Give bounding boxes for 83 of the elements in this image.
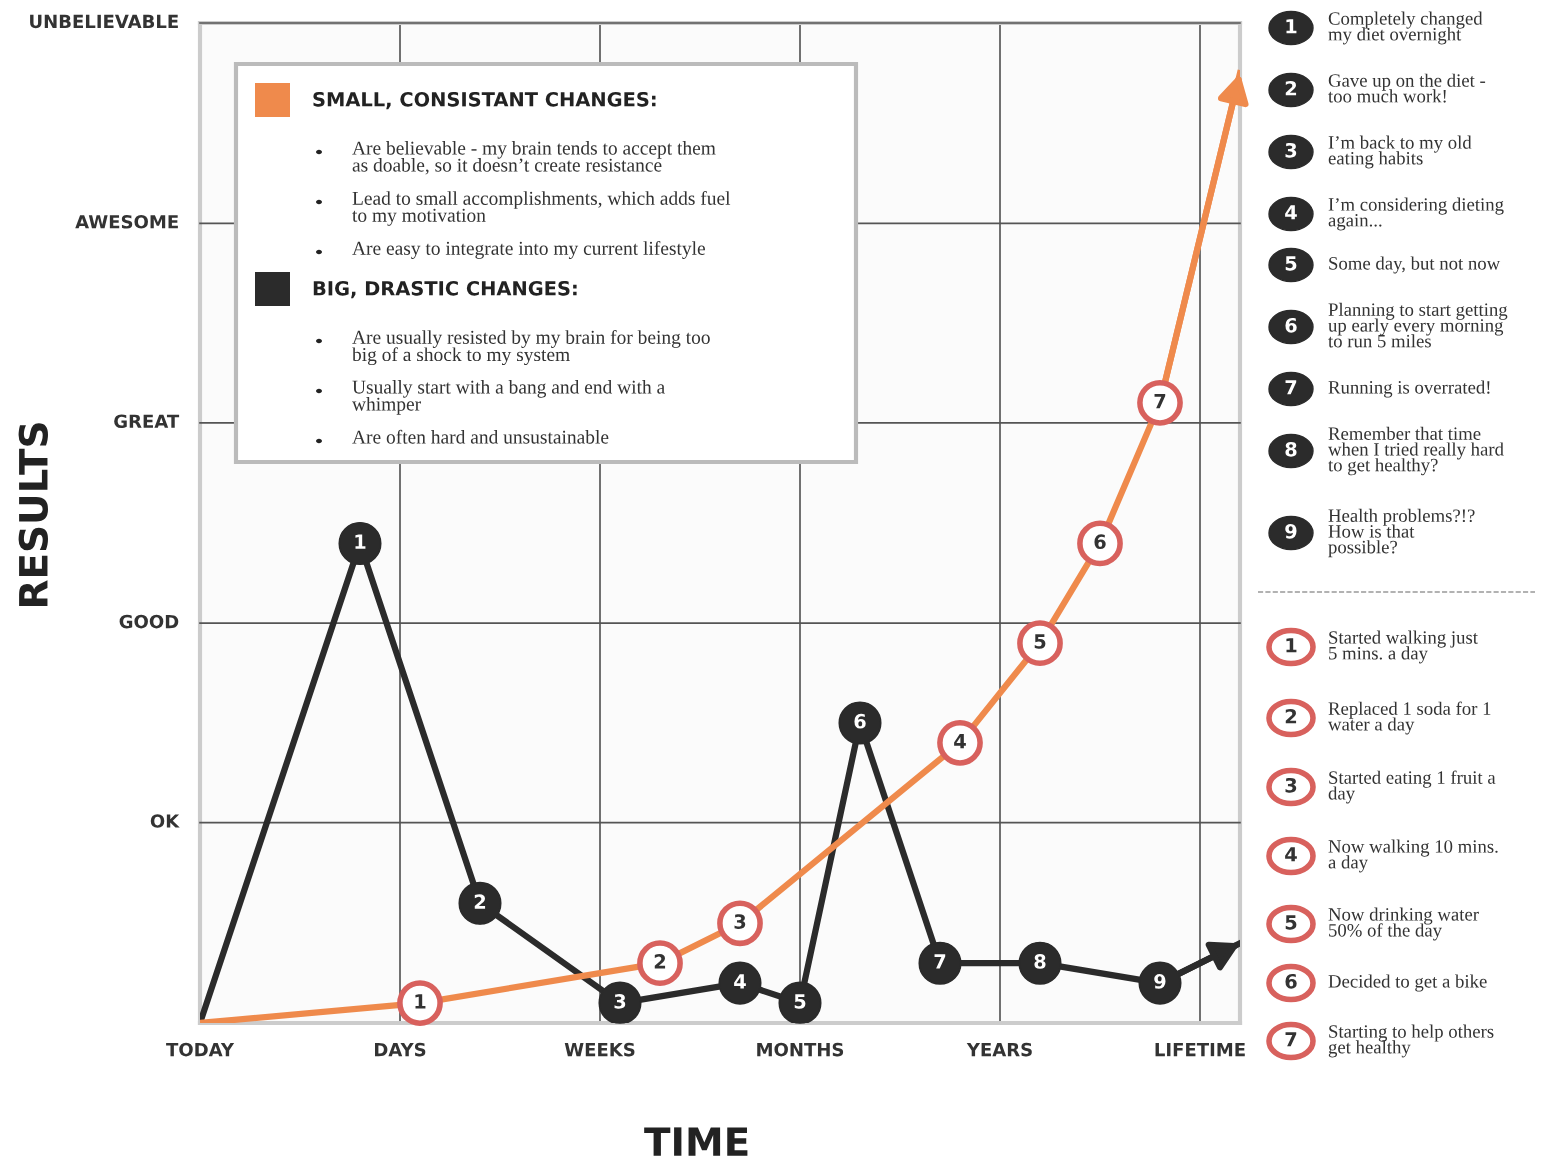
point: [397, 980, 443, 1026]
x-tick-label: DAYS: [375, 1042, 426, 1057]
annotation: Are usually resisted by my brain for being too big of a shock to my system: [352, 330, 710, 366]
point: [1138, 961, 1182, 1005]
x-tick-label: MONTHS: [757, 1042, 844, 1057]
x-tick-label: TODAY: [166, 1042, 235, 1057]
text: 5: [1285, 915, 1297, 930]
text: Now drinking water 50% of the day: [1328, 907, 1479, 941]
text: Now walking 10 mins. a day: [1328, 839, 1498, 873]
legend-label: SMALL, CONSISTANT CHANGES:: [313, 91, 656, 110]
text: Remember that time when I tried really hard to get healthy?: [1328, 426, 1504, 476]
annotation: 2: [474, 894, 486, 909]
annotation: 6: [1094, 534, 1106, 550]
annotation: 7: [1154, 394, 1166, 409]
legend-label: BIG, DRASTIC CHANGES:: [313, 280, 577, 299]
x-tick-label: LIFETIME: [1155, 1043, 1245, 1057]
annotation: Lead to small accomplishments, which adds fuel to my motivation: [352, 191, 731, 226]
text: 4: [1285, 205, 1297, 220]
annotation: 2: [654, 954, 666, 969]
ref-line-label: OK: [150, 814, 180, 828]
text: Planning to start getting up early every morning to run 5 miles: [1328, 302, 1508, 348]
x-tick-label: WEEKS: [564, 1042, 635, 1057]
annotation: 5: [794, 994, 806, 1009]
annotation: 4: [954, 734, 966, 749]
ref-line-label: GREAT: [114, 414, 180, 429]
annotation: 4: [734, 974, 746, 989]
text: I’m considering dieting again...: [1328, 197, 1504, 231]
text: 7: [1285, 380, 1297, 395]
text: Completely changed my diet overnight: [1328, 11, 1483, 45]
annotation: 3: [614, 993, 626, 1009]
ref-line-label: AWESOME: [75, 214, 178, 229]
text: I’m back to my old eating habits: [1328, 135, 1472, 169]
text: 6: [1285, 317, 1297, 333]
point: [937, 719, 983, 766]
text: Health problems?!? How is that possible?: [1328, 508, 1475, 558]
point: [1017, 620, 1063, 667]
point: [1018, 941, 1062, 985]
annotation: Are easy to integrate into my current lifestyle: [352, 241, 705, 259]
text: 3: [1285, 142, 1297, 158]
text: Running is overrated!: [1328, 380, 1490, 398]
ref-line-label: GOOD: [119, 614, 179, 629]
annotation: 8: [1034, 954, 1046, 969]
point: [918, 941, 962, 985]
y-axis-title: RESULTS: [18, 423, 48, 606]
text: 2: [1285, 80, 1297, 96]
text: 4: [1285, 847, 1297, 862]
point: [717, 900, 763, 947]
text: Started walking just 5 mins. a day: [1329, 630, 1478, 664]
text: 5: [1285, 256, 1297, 271]
text: Started eating 1 fruit a day: [1328, 770, 1496, 804]
text: 7: [1285, 1032, 1297, 1047]
text: 2: [1285, 708, 1297, 724]
text: 1: [1286, 19, 1297, 34]
text: 1: [1286, 638, 1297, 653]
text: 9: [1285, 523, 1297, 539]
point: [1077, 520, 1123, 567]
annotation: 3: [734, 914, 746, 929]
annotation: 7: [934, 954, 946, 969]
point: [637, 940, 683, 987]
text: Some day, but not now: [1329, 256, 1501, 274]
point: [718, 961, 762, 1005]
point: [338, 521, 382, 565]
annotation: 5: [1034, 634, 1046, 649]
annotation: 1: [415, 994, 426, 1009]
text: Starting to help others get healthy: [1328, 1024, 1494, 1058]
text: Replaced 1 soda for 1 water a day: [1328, 701, 1491, 735]
annotation: Are believable - my brain tends to accept them as doable, so it doesn’t create resistance: [352, 141, 716, 175]
point: [838, 701, 882, 745]
text: Gave up on the diet - too much work!: [1328, 73, 1486, 103]
ref-line-label: UNBELIEVABLE: [30, 14, 178, 29]
text: 3: [1285, 777, 1297, 793]
x-axis-title: TIME: [644, 1127, 748, 1156]
annotation: 1: [355, 534, 366, 549]
text: 6: [1285, 973, 1297, 989]
text: Decided to get a bike: [1328, 974, 1487, 992]
annotation: 9: [1154, 974, 1166, 989]
annotation: Usually start with a bang and end with a whimper: [352, 380, 665, 415]
x-tick-label: YEARS: [966, 1042, 1032, 1057]
annotation: Are often hard and unsustainable: [352, 429, 609, 444]
point: [458, 881, 502, 925]
text: 8: [1285, 441, 1297, 457]
annotation: 6: [854, 713, 866, 729]
point: [1137, 379, 1183, 426]
